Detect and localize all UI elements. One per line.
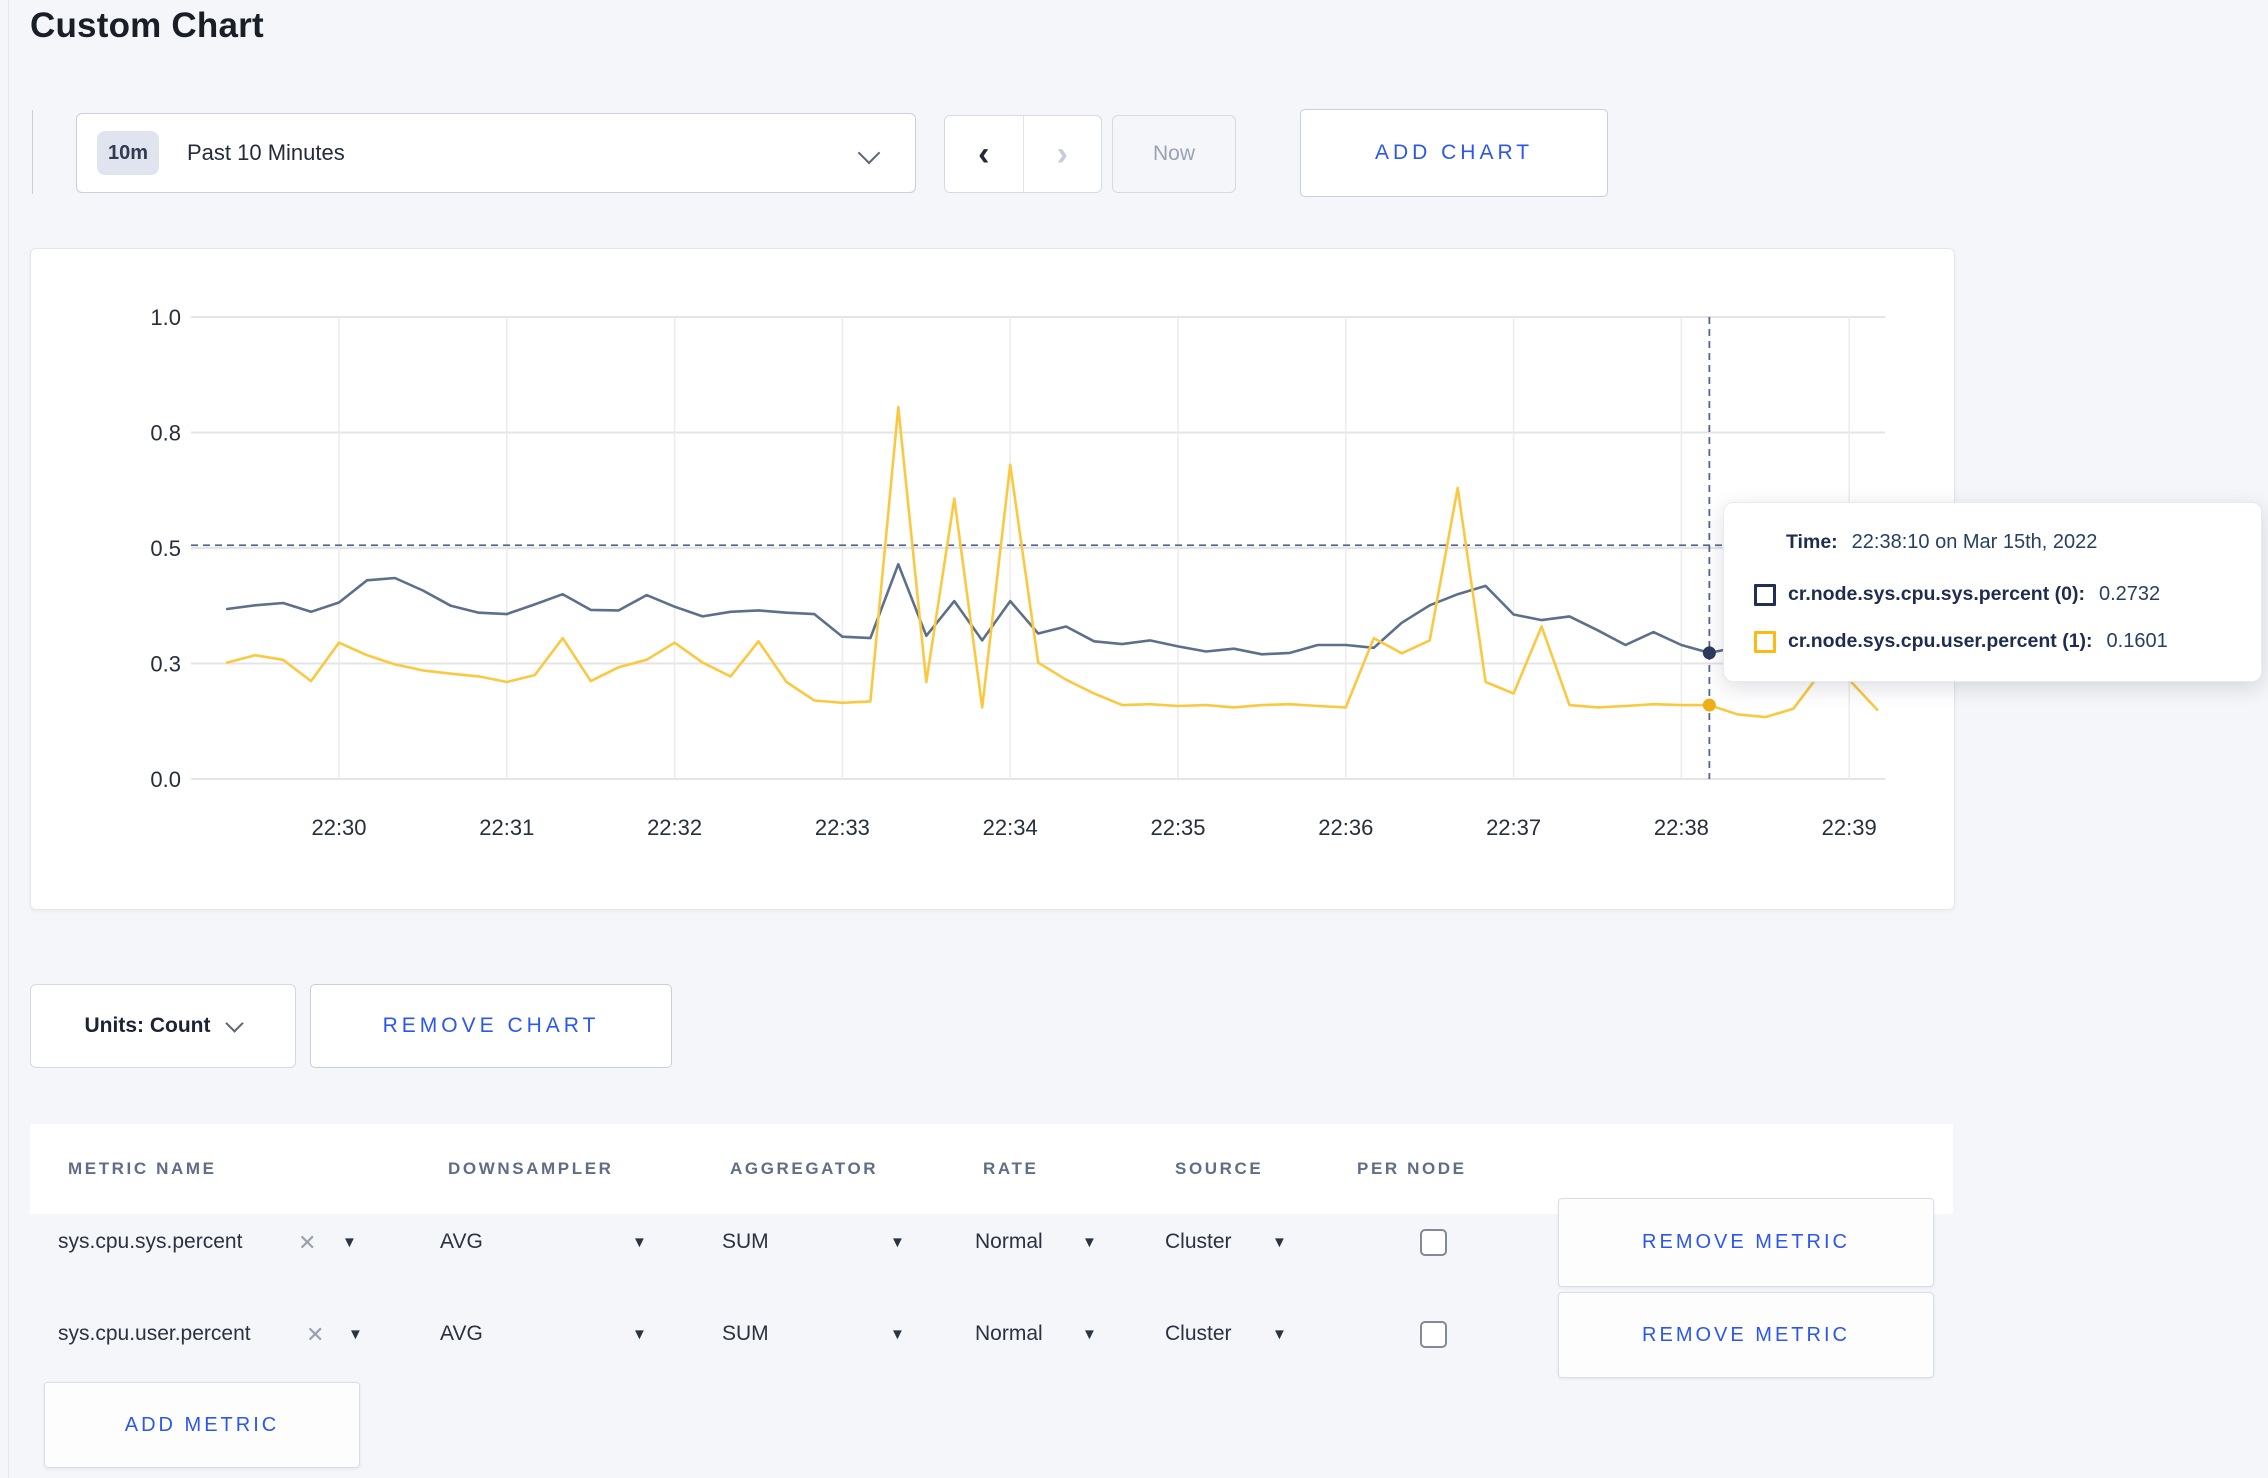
timeseries-svg[interactable]: 0.0 0.3 0.5 0.8 1.0 22:30 22:31 22:32 22:33 22:34…: [31, 249, 1954, 909]
svg-text:22:39: 22:39: [1822, 815, 1877, 840]
caret-down-icon[interactable]: ▼: [890, 1234, 905, 1251]
rate-select[interactable]: Normal: [975, 1322, 1043, 1345]
svg-text:0.8: 0.8: [150, 421, 181, 446]
svg-text:22:38: 22:38: [1654, 815, 1709, 840]
aggregator-select[interactable]: SUM: [722, 1230, 769, 1253]
close-icon[interactable]: ✕: [306, 1322, 325, 1347]
svg-text:22:36: 22:36: [1318, 815, 1373, 840]
page-title: Custom Chart: [30, 6, 264, 45]
caret-down-icon[interactable]: ▼: [632, 1326, 647, 1343]
timeframe-badge: 10m: [97, 131, 159, 175]
svg-text:22:35: 22:35: [1150, 815, 1205, 840]
chart-card: 0.0 0.3 0.5 0.8 1.0 22:30 22:31 22:32 22:33 22:34…: [30, 248, 1955, 910]
tooltip-series-value: 0.1601: [2106, 630, 2168, 652]
col-aggregator: AGGREGATOR: [730, 1159, 879, 1178]
svg-text:22:34: 22:34: [983, 815, 1038, 840]
svg-text:22:33: 22:33: [815, 815, 870, 840]
svg-text:0.5: 0.5: [150, 536, 181, 561]
per-node-checkbox[interactable]: [1420, 1321, 1447, 1348]
timeframe-dropdown[interactable]: 10m Past 10 Minutes: [76, 113, 916, 193]
rate-select[interactable]: Normal: [975, 1230, 1043, 1253]
chevron-down-icon: [857, 141, 881, 165]
col-downsampler: DOWNSAMPLER: [448, 1159, 614, 1178]
tooltip-series-label: cr.node.sys.cpu.user.percent (1):: [1788, 630, 2093, 652]
chart-tooltip: Time: 22:38:10 on Mar 15th, 2022 cr.node…: [1723, 502, 2262, 682]
chevron-down-icon: [225, 1013, 245, 1033]
series-sys-swatch-icon: [1754, 583, 1776, 606]
tooltip-series-value: 0.2732: [2098, 583, 2161, 605]
col-rate: RATE: [983, 1159, 1039, 1178]
svg-text:22:30: 22:30: [311, 815, 366, 840]
next-time-button[interactable]: ›: [1024, 116, 1102, 192]
svg-text:1.0: 1.0: [150, 305, 181, 330]
caret-down-icon[interactable]: ▼: [890, 1326, 905, 1343]
caret-down-icon[interactable]: ▼: [1082, 1326, 1097, 1343]
remove-metric-button[interactable]: REMOVE METRIC: [1558, 1292, 1934, 1378]
prev-time-button[interactable]: ‹: [945, 116, 1024, 192]
downsampler-select[interactable]: AVG: [440, 1230, 483, 1253]
add-metric-button[interactable]: ADD METRIC: [44, 1382, 360, 1468]
per-node-checkbox[interactable]: [1420, 1229, 1447, 1256]
aggregator-select[interactable]: SUM: [722, 1322, 769, 1345]
time-nav-arrows: ‹ ›: [944, 115, 1102, 193]
chevron-left-icon: ‹: [978, 135, 990, 173]
col-source: SOURCE: [1175, 1159, 1264, 1178]
caret-down-icon[interactable]: ▼: [1082, 1234, 1097, 1251]
source-select[interactable]: Cluster: [1165, 1322, 1232, 1345]
caret-down-icon[interactable]: ▼: [632, 1234, 647, 1251]
svg-text:0.0: 0.0: [150, 767, 181, 792]
page-left-edge: [8, 0, 9, 1478]
metric-name-select[interactable]: sys.cpu.user.percent: [58, 1322, 251, 1345]
svg-text:0.3: 0.3: [150, 652, 181, 677]
add-chart-button[interactable]: ADD CHART: [1300, 109, 1608, 197]
now-button[interactable]: Now: [1112, 115, 1236, 193]
series-user-swatch-icon: [1754, 630, 1776, 653]
downsampler-select[interactable]: AVG: [440, 1322, 483, 1345]
timeframe-label: Past 10 Minutes: [187, 140, 345, 165]
caret-down-icon[interactable]: ▼: [1272, 1234, 1287, 1251]
remove-metric-button[interactable]: REMOVE METRIC: [1558, 1198, 1934, 1287]
caret-down-icon[interactable]: ▼: [1272, 1326, 1287, 1343]
close-icon[interactable]: ✕: [298, 1230, 317, 1255]
units-label: Units: Count: [84, 1014, 211, 1037]
tooltip-time-value: 22:38:10 on Mar 15th, 2022: [1851, 531, 2098, 553]
tooltip-series-label: cr.node.sys.cpu.sys.percent (0):: [1788, 583, 2085, 605]
svg-text:22:32: 22:32: [647, 815, 702, 840]
toolbar-divider: [32, 110, 33, 194]
source-select[interactable]: Cluster: [1165, 1230, 1232, 1253]
metric-name-select[interactable]: sys.cpu.sys.percent: [58, 1230, 243, 1253]
svg-text:22:37: 22:37: [1486, 815, 1541, 840]
caret-down-icon[interactable]: ▼: [348, 1326, 363, 1343]
chevron-right-icon: ›: [1056, 135, 1068, 173]
caret-down-icon[interactable]: ▼: [342, 1234, 357, 1251]
svg-text:22:31: 22:31: [479, 815, 534, 840]
tooltip-time-label: Time:: [1786, 531, 1838, 553]
units-dropdown[interactable]: Units: Count: [30, 984, 296, 1068]
remove-chart-button[interactable]: REMOVE CHART: [310, 984, 672, 1068]
col-metric-name: METRIC NAME: [68, 1159, 217, 1178]
col-per-node: PER NODE: [1357, 1159, 1467, 1178]
